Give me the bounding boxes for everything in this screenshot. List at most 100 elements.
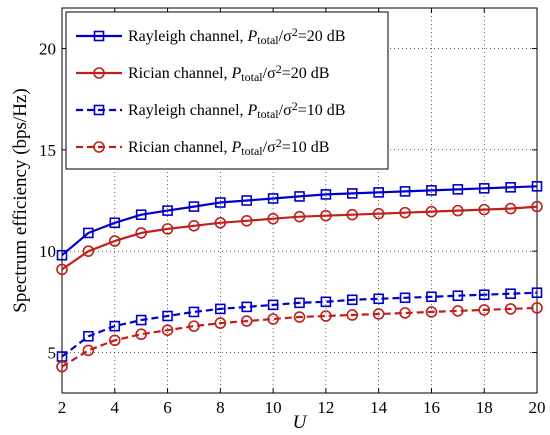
- legend-label: Rayleigh channel, Ptotal/σ2=10 dB: [128, 99, 345, 121]
- data-point: [267, 299, 279, 311]
- legend-label: Rician channel, Ptotal/σ2=10 dB: [128, 136, 329, 158]
- data-point: [241, 301, 253, 313]
- series-1: [56, 200, 543, 276]
- data-point: [214, 216, 227, 229]
- data-point: [426, 291, 437, 303]
- legend-marker: [93, 67, 105, 79]
- data-point: [531, 287, 543, 298]
- legend-text-main: Rician channel,: [128, 139, 232, 156]
- y-tick-label: 10: [39, 242, 56, 261]
- data-point: [478, 289, 490, 301]
- data-point: [505, 288, 516, 300]
- x-tick-label: 10: [265, 398, 282, 417]
- data-point: [135, 209, 147, 220]
- data-point: [240, 315, 253, 327]
- legend-label: Rician channel, Ptotal/σ2=20 dB: [128, 62, 329, 84]
- data-point: [505, 182, 516, 193]
- data-point: [56, 360, 68, 373]
- data-point: [373, 187, 384, 198]
- data-point: [346, 208, 359, 221]
- data-point: [108, 334, 121, 347]
- legend-text-end: =20 dB: [298, 28, 346, 45]
- legend-text-mid: /σ: [279, 102, 292, 119]
- data-point: [425, 306, 438, 318]
- y-tick-label: 20: [39, 40, 56, 59]
- data-point: [346, 309, 359, 321]
- data-point: [135, 227, 147, 239]
- data-point: [241, 195, 253, 206]
- data-point: [504, 303, 517, 315]
- data-point: [188, 201, 200, 212]
- legend-entry-1: Rician channel, Ptotal/σ2=20 dB: [76, 62, 329, 84]
- legend-text-mid: /σ: [263, 139, 276, 156]
- legend-text-sub: total: [257, 33, 279, 47]
- data-point: [215, 197, 226, 208]
- legend-text-sup: 2: [292, 25, 298, 39]
- series-3: [56, 302, 543, 373]
- legend-text-main: Rician channel,: [128, 65, 232, 82]
- data-point: [452, 290, 464, 302]
- series-line: [61, 291, 538, 358]
- data-point: [373, 293, 384, 305]
- x-tick-label: 14: [370, 398, 388, 417]
- legend-marker: [93, 104, 105, 116]
- data-point: [293, 311, 306, 323]
- data-point: [135, 328, 147, 341]
- data-point: [452, 184, 464, 195]
- x-tick-label: 2: [58, 398, 67, 417]
- series-2: [56, 287, 543, 362]
- x-tick-label: 12: [317, 398, 334, 417]
- data-point: [531, 302, 543, 314]
- series-line: [61, 185, 538, 257]
- data-point: [56, 249, 68, 261]
- legend-text-p: P: [231, 65, 242, 82]
- data-point: [83, 227, 94, 239]
- data-point: [346, 294, 358, 306]
- data-point: [109, 217, 121, 229]
- legend-text-mid: /σ: [279, 28, 292, 45]
- legend-text-sub: total: [241, 144, 263, 158]
- data-point: [294, 297, 305, 309]
- data-point: [161, 324, 174, 336]
- data-point: [108, 235, 121, 247]
- legend-text-end: =10 dB: [298, 102, 346, 119]
- x-tick-label: 4: [111, 398, 120, 417]
- data-point: [504, 202, 517, 215]
- data-point: [531, 200, 543, 213]
- data-point: [478, 203, 491, 216]
- legend-entry-2: Rayleigh channel, Ptotal/σ2=10 dB: [76, 99, 345, 121]
- data-point: [56, 263, 68, 276]
- data-point: [188, 220, 200, 232]
- data-point: [109, 320, 121, 332]
- y-tick-label: 5: [48, 343, 57, 362]
- data-point: [267, 313, 279, 325]
- legend-text-sup: 2: [276, 62, 282, 76]
- data-point: [320, 209, 332, 222]
- data-point: [162, 310, 173, 322]
- x-tick-label: 20: [529, 398, 546, 417]
- data-point: [83, 330, 94, 342]
- data-point: [399, 292, 411, 304]
- data-point: [188, 306, 200, 318]
- legend-text-sup: 2: [292, 99, 298, 113]
- x-tick-label: 8: [216, 398, 225, 417]
- data-point: [320, 189, 332, 200]
- legend-text-end: =10 dB: [282, 139, 330, 156]
- data-point: [372, 207, 385, 220]
- data-point: [399, 186, 411, 197]
- data-point: [452, 204, 464, 217]
- data-point: [346, 188, 358, 199]
- legend-entry-3: Rician channel, Ptotal/σ2=10 dB: [76, 136, 329, 158]
- data-point: [293, 210, 306, 223]
- legend-label: Rayleigh channel, Ptotal/σ2=20 dB: [128, 25, 345, 47]
- legend-marker: [93, 141, 105, 153]
- data-point: [399, 307, 411, 319]
- legend-marker: [93, 30, 105, 42]
- data-point: [135, 314, 147, 326]
- legend-text-main: Rayleigh channel,: [128, 28, 248, 45]
- legend-box: [65, 11, 389, 170]
- legend-text-p: P: [231, 139, 242, 156]
- data-point: [478, 304, 491, 316]
- data-point: [240, 214, 253, 227]
